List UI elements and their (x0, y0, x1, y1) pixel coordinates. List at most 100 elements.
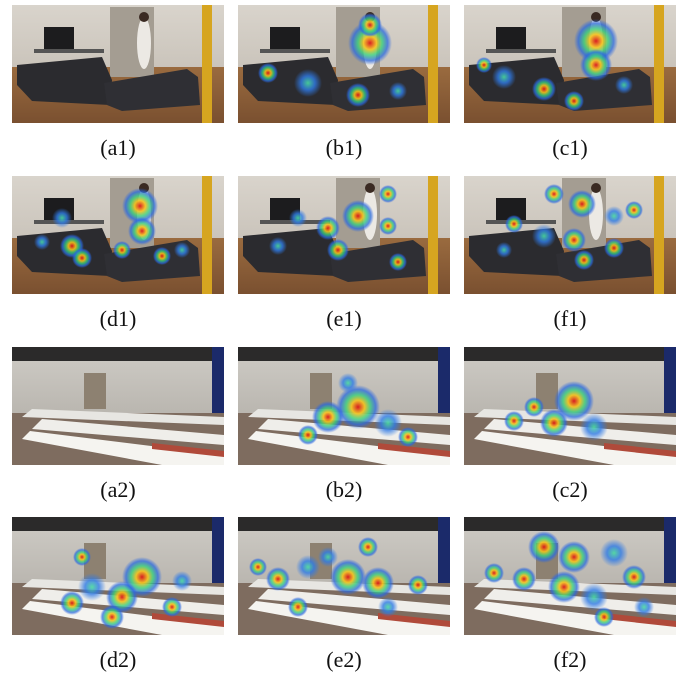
heat-spot (615, 76, 633, 94)
heat-spot (580, 49, 612, 81)
photo (238, 5, 450, 123)
photo (464, 176, 676, 294)
heat-spot (379, 185, 397, 203)
heat-spot (358, 537, 378, 557)
panel (12, 5, 224, 123)
heat-spot (378, 597, 398, 617)
photo (238, 517, 450, 635)
photo (464, 5, 676, 123)
heat-spot (580, 413, 608, 441)
heat-spot (52, 208, 72, 228)
ceiling (12, 517, 224, 531)
panel (238, 5, 450, 123)
ceiling (12, 347, 224, 361)
monitor (270, 27, 300, 49)
photo (238, 347, 450, 465)
caption: (e1) (326, 306, 361, 331)
pillar (202, 5, 212, 123)
monitor (496, 27, 526, 49)
heat-spot (580, 583, 608, 611)
heat-spot (338, 373, 358, 393)
heat-spot (532, 77, 556, 101)
heat-spot (484, 563, 504, 583)
heat-spot (476, 57, 492, 73)
sofa-left (243, 57, 338, 105)
heat-spot (266, 567, 290, 591)
caption: (f1) (554, 306, 587, 331)
caption: (a1) (100, 135, 135, 160)
heat-spot (162, 597, 182, 617)
heat-spot (269, 237, 287, 255)
heat-spot (574, 250, 594, 270)
pillar (202, 176, 212, 294)
caption: (e2) (326, 647, 361, 672)
heat-spot (113, 241, 131, 259)
heat-spot (312, 401, 344, 433)
ceiling (238, 347, 450, 361)
heat-spot (524, 397, 544, 417)
window (664, 517, 676, 587)
heat-spot (73, 548, 91, 566)
heat-spot (564, 91, 584, 111)
heat-spot (294, 69, 322, 97)
heat-spot (512, 567, 536, 591)
window (664, 347, 676, 417)
heat-spot (288, 597, 308, 617)
caption: (c2) (552, 477, 587, 502)
desk (260, 49, 330, 53)
heat-spot (316, 216, 340, 240)
heat-spot (172, 571, 192, 591)
heat-spot (318, 547, 338, 567)
panel (464, 347, 676, 465)
panel (464, 5, 676, 123)
heat-spot (496, 242, 512, 258)
heat-spot (604, 238, 624, 258)
heat-spot (562, 228, 586, 252)
heat-spot (296, 555, 320, 579)
pillar (428, 176, 438, 294)
window (212, 347, 224, 417)
heat-spot (330, 559, 366, 595)
panel (12, 347, 224, 465)
window (438, 517, 450, 587)
door (84, 373, 106, 409)
ceiling (464, 347, 676, 361)
panel (12, 176, 224, 294)
panel (464, 176, 676, 294)
desk (486, 49, 556, 53)
heat-spot (594, 607, 614, 627)
heat-spot (505, 215, 523, 233)
caption: (b1) (326, 135, 363, 160)
heat-spot (60, 591, 84, 615)
heat-spot (622, 565, 646, 589)
window (438, 347, 450, 417)
photo (464, 517, 676, 635)
person-head (139, 12, 149, 22)
caption: (b2) (326, 477, 363, 502)
heat-spot (544, 184, 564, 204)
heat-spot (604, 206, 624, 226)
desk (34, 49, 104, 53)
heat-spot (408, 575, 428, 595)
heat-spot (548, 571, 580, 603)
heat-spot (174, 242, 190, 258)
figure: (a1)(b1)(c1)(d1)(e1)(f1)(a2)(b2)(c2)(d2)… (0, 0, 694, 682)
heat-spot (540, 409, 568, 437)
heat-spot (128, 217, 156, 245)
photo (464, 347, 676, 465)
photo (12, 517, 224, 635)
heat-spot (374, 409, 402, 437)
heat-spot (327, 239, 349, 261)
panel (238, 347, 450, 465)
panel (464, 517, 676, 635)
panel (238, 517, 450, 635)
heat-spot (600, 539, 628, 567)
pillar (654, 176, 664, 294)
photo (12, 176, 224, 294)
heat-spot (398, 427, 418, 447)
heat-spot (362, 567, 394, 599)
pillar (654, 5, 664, 123)
person-head (365, 183, 375, 193)
heat-spot (249, 558, 267, 576)
window (212, 517, 224, 587)
